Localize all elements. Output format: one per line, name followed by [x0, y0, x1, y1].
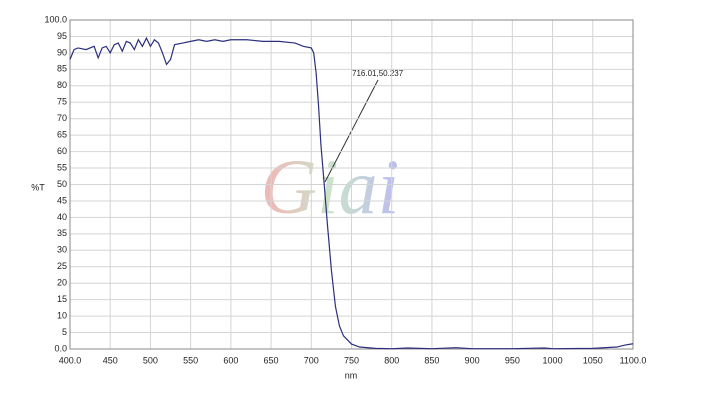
y-tick-label: 75 — [57, 97, 67, 107]
y-tick-label: 25 — [57, 261, 67, 271]
x-tick-label: 1050 — [583, 355, 603, 365]
x-tick-label: 1000 — [543, 355, 563, 365]
x-tick-label: 1100.0 — [620, 355, 647, 365]
x-tick-label: 500 — [143, 355, 158, 365]
y-tick-label: 95 — [57, 31, 67, 41]
x-tick-label: 800 — [384, 355, 399, 365]
y-tick-label: 45 — [57, 195, 67, 205]
annotation: 716.01,50.237 — [352, 69, 404, 78]
x-tick-label: 400.0 — [59, 355, 82, 365]
x-tick-label: 750 — [344, 355, 359, 365]
plot-border — [69, 19, 634, 350]
x-tick-label: 900 — [465, 355, 480, 365]
y-tick-label: 35 — [57, 228, 67, 238]
data-line — [69, 36, 634, 350]
y-tick-label: 30 — [57, 245, 67, 255]
y-tick-label: 100.0 — [44, 14, 67, 24]
y-tick-label: 40 — [57, 212, 67, 222]
y-tick-label: 55 — [57, 162, 67, 172]
y-tick-label: 20 — [57, 278, 67, 288]
y-tick-label: 65 — [57, 130, 67, 140]
y-tick-label: 10 — [57, 310, 67, 320]
y-tick-label: 85 — [57, 64, 67, 74]
y-tick-label: 5 — [62, 327, 67, 337]
y-tick-label: 90 — [57, 47, 67, 57]
x-tick-label: 950 — [505, 355, 520, 365]
y-axis-label: %T — [31, 182, 45, 192]
y-tick-label: 60 — [57, 146, 67, 156]
x-axis-label: nm — [345, 370, 358, 380]
y-tick-label: 70 — [57, 113, 67, 123]
x-tick-label: 650 — [264, 355, 279, 365]
watermark: Giai — [261, 143, 400, 230]
x-tick-label: 850 — [424, 355, 439, 365]
x-tick-label: 700 — [304, 355, 319, 365]
y-tick-label: 50 — [57, 179, 67, 189]
y-tick-label: 15 — [57, 294, 67, 304]
x-tick-label: 600 — [223, 355, 238, 365]
y-tick-label: 80 — [57, 80, 67, 90]
x-tick-label: 550 — [183, 355, 198, 365]
y-tick-label: 0.0 — [54, 343, 67, 353]
x-tick-label: 450 — [103, 355, 118, 365]
